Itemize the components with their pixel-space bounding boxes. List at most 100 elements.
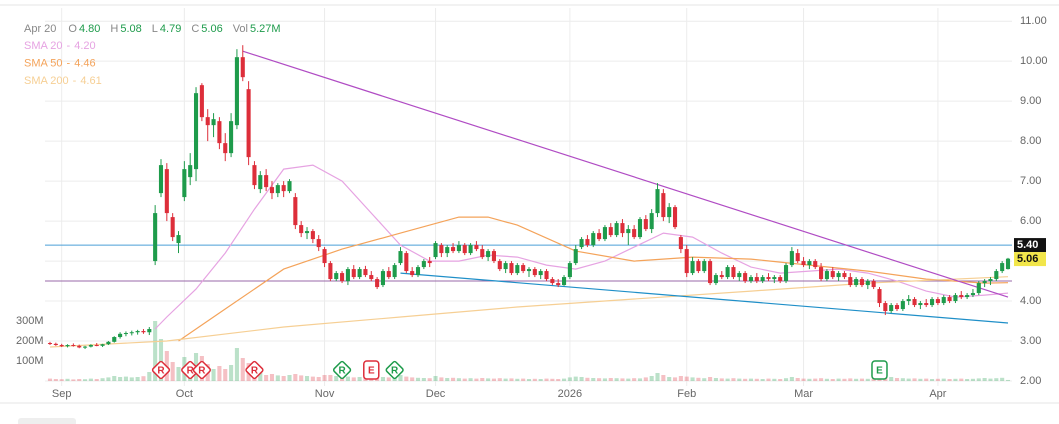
candle-body — [842, 273, 847, 278]
volume-bar — [322, 375, 327, 381]
trend-line — [400, 272, 1009, 324]
volume-bar — [304, 376, 310, 381]
volume-bar — [848, 378, 853, 381]
volume-bar — [912, 378, 917, 381]
candle-body — [433, 243, 438, 258]
volume-bar — [509, 378, 514, 381]
candle-body — [976, 283, 981, 294]
candle-body — [994, 271, 999, 280]
volume-bar — [953, 378, 958, 381]
volume-bar — [357, 377, 362, 381]
candle-body — [801, 261, 806, 266]
candle-body — [88, 345, 93, 347]
candle-body — [357, 269, 362, 278]
volume-bar — [894, 378, 900, 381]
volume-bar — [579, 377, 584, 381]
candle-body — [532, 269, 537, 276]
candle-body — [632, 229, 637, 238]
volume-bar — [824, 378, 829, 381]
volume-bar — [439, 377, 444, 381]
candle-body — [77, 345, 82, 348]
y-tick-label: 8.00 — [1020, 135, 1041, 147]
candle-body — [462, 245, 467, 254]
volume-bar — [421, 378, 426, 381]
volume-bar — [597, 378, 602, 381]
volume-bar — [772, 378, 777, 381]
volume-bar — [959, 378, 964, 381]
badge-shape — [151, 360, 171, 380]
legend-value: 5.27M — [250, 23, 281, 35]
volume-bar — [550, 378, 555, 381]
last-price-tag — [1014, 252, 1046, 267]
badge-label: R — [251, 366, 259, 377]
price-tag-label: 5.40 — [1017, 239, 1038, 251]
volume-bar — [807, 378, 812, 381]
volume-tick-label: 100M — [16, 355, 44, 367]
candle-body — [71, 345, 76, 347]
volume-bar — [310, 376, 315, 381]
candle-body — [380, 271, 386, 286]
candle-body — [386, 271, 391, 278]
volume-bar — [129, 377, 134, 381]
candle-body — [456, 245, 461, 252]
volume-bar — [521, 378, 526, 381]
sma-line — [154, 164, 1009, 330]
sma-legend-value: 4.46 — [74, 57, 95, 69]
volume-bar — [135, 377, 140, 381]
volume-bar — [229, 365, 234, 381]
candle-body — [918, 303, 923, 306]
volume-bar — [702, 378, 707, 381]
volume-bar — [83, 379, 88, 381]
candle-body — [299, 225, 304, 234]
sma-legend-separator: - — [73, 75, 77, 87]
volume-bar — [713, 378, 718, 381]
candle-body — [924, 303, 929, 306]
volume-bar — [269, 374, 275, 381]
volume-bar — [632, 378, 637, 381]
volume-bar — [655, 373, 660, 381]
candle-body — [264, 175, 269, 188]
event-badge: R — [332, 360, 352, 380]
badge-shape — [181, 360, 200, 380]
candle-body — [988, 279, 993, 282]
volume-bar — [789, 377, 794, 381]
volume-bar — [871, 378, 876, 381]
volume-bar — [737, 378, 742, 381]
event-badge: E — [363, 360, 380, 380]
volume-bar — [906, 378, 911, 381]
volume-bar — [445, 378, 450, 381]
candle-body — [760, 277, 765, 282]
volume-bar — [532, 378, 537, 381]
volume-bar — [743, 378, 748, 381]
volume-bar — [889, 377, 894, 381]
volume-bar — [672, 377, 678, 381]
badge-label: R — [157, 366, 165, 377]
volume-bar — [264, 375, 269, 381]
volume-bar — [614, 378, 619, 381]
volume-bar — [217, 366, 222, 381]
candle-body — [421, 261, 426, 268]
candle-body — [188, 165, 193, 178]
volume-bar — [988, 378, 993, 381]
candle-body — [719, 275, 724, 278]
candle-body — [935, 299, 940, 304]
candle-body — [737, 273, 742, 278]
candle-body — [445, 247, 450, 254]
sma-legend-name: SMA 50 — [24, 57, 63, 69]
candle-body — [47, 343, 53, 345]
sma-legend-name: SMA 200 — [24, 75, 69, 87]
candle-body — [550, 279, 555, 284]
badge-label: R — [198, 366, 206, 377]
volume-bar — [813, 378, 818, 381]
volume-bar — [433, 376, 438, 381]
volume-bar — [708, 377, 713, 381]
volume-bar — [620, 378, 625, 381]
candle-body — [521, 265, 526, 272]
candle-body — [497, 261, 502, 270]
volume-bar — [386, 377, 391, 381]
badge-shape — [871, 360, 888, 380]
volume-bar — [258, 373, 263, 381]
